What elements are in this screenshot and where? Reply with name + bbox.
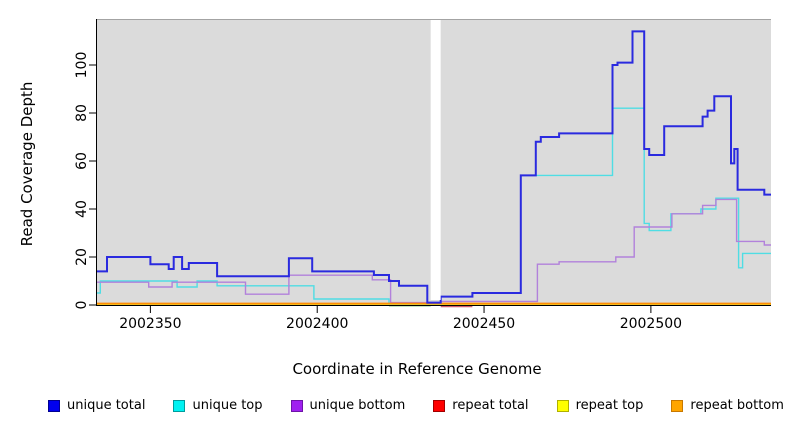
legend-item-unique-bottom: unique bottom: [290, 398, 406, 413]
legend-label: unique top: [192, 398, 263, 413]
legend-item-unique-top: unique top: [173, 398, 263, 413]
no-data-gap: [430, 20, 441, 300]
series-unique-bottom: [97, 198, 771, 304]
y-tick-label: 80: [74, 104, 90, 122]
legend-item-unique-total: unique total: [48, 398, 145, 413]
legend-label: repeat bottom: [690, 398, 784, 413]
x-tick-label: 2002500: [620, 316, 682, 332]
legend-swatch-unique-top: [173, 399, 186, 412]
legend-label: repeat top: [575, 398, 644, 413]
legend-swatch-unique-total: [48, 399, 60, 412]
y-tick-label: 60: [74, 152, 90, 170]
y-axis-title: Read Coverage Depth: [18, 81, 36, 247]
legend-swatch-repeat-bottom: [671, 399, 684, 412]
legend-swatch-repeat-total: [433, 399, 446, 412]
legend-label: repeat total: [452, 398, 529, 413]
series-unique-total: [97, 30, 771, 304]
legend-item-repeat-total: repeat total: [433, 398, 529, 413]
x-axis-title: Coordinate in Reference Genome: [292, 360, 542, 378]
y-tick-label: 20: [74, 248, 90, 266]
y-tick-label: 0: [74, 301, 90, 310]
legend-label: unique total: [67, 398, 146, 413]
legend-item-repeat-bottom: repeat bottom: [671, 398, 784, 413]
legend-item-repeat-top: repeat top: [556, 398, 644, 413]
x-tick-label: 2002400: [286, 316, 348, 332]
legend-label: unique bottom: [309, 398, 406, 413]
legend: unique total unique top unique bottom repea…: [48, 398, 784, 413]
x-tick-label: 2002450: [453, 316, 515, 332]
legend-swatch-repeat-top: [556, 399, 569, 412]
x-tick-label: 2002350: [119, 316, 181, 332]
y-tick-label: 100: [74, 52, 90, 79]
y-tick-label: 40: [74, 200, 90, 218]
legend-swatch-unique-bottom: [290, 399, 303, 412]
